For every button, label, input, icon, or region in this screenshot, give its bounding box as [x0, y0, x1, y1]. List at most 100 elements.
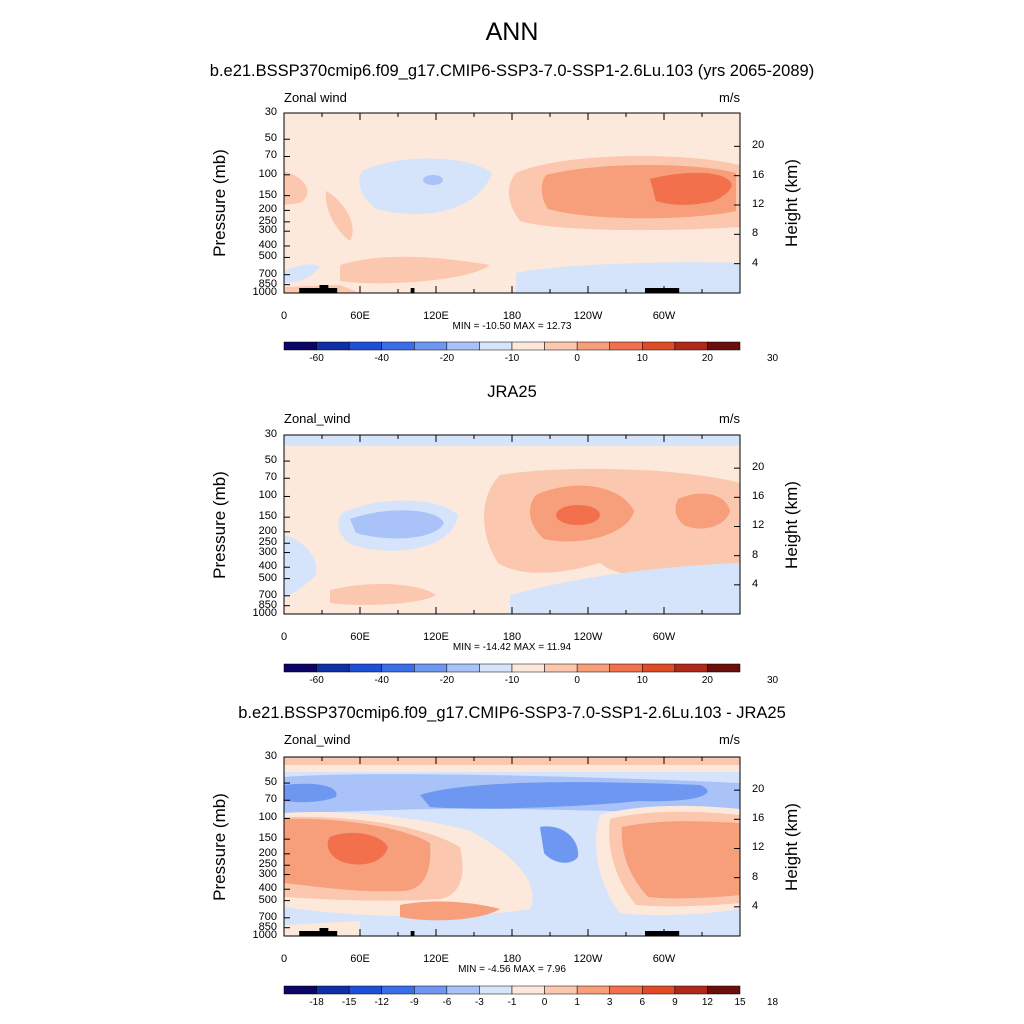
y-tick-label: 200	[258, 524, 277, 537]
colorbar-label: 30	[767, 353, 779, 364]
y-tick-label: 850	[258, 920, 277, 933]
y-tick-label: 150	[258, 510, 277, 523]
colorbar-label: -15	[341, 997, 357, 1008]
y-tick-label: 1000	[252, 929, 277, 941]
colorbar-label: 9	[672, 997, 678, 1008]
colorbar-label: 12	[701, 997, 713, 1008]
colorbar-label: -20	[439, 353, 455, 364]
contour-field	[284, 435, 740, 614]
colorbar-swatch	[576, 341, 610, 351]
colorbar-swatch	[283, 985, 317, 995]
right-tick-label: 8	[752, 548, 759, 561]
y-tick-label: 50	[264, 132, 277, 145]
y-tick-label: 100	[258, 167, 277, 180]
colorbar-swatch	[544, 663, 578, 673]
negative-core	[284, 783, 337, 803]
x-tick-label: 60E	[350, 310, 370, 322]
negative-region	[284, 535, 317, 597]
colorbar-swatch	[348, 663, 382, 673]
positive-core	[556, 505, 600, 525]
colorbar-label: -12	[374, 997, 389, 1008]
colorbar-swatch	[707, 985, 741, 995]
y-tick-label: 500	[258, 571, 277, 584]
colorbar-label: -18	[309, 997, 324, 1008]
colorbar-label: -9	[409, 997, 419, 1008]
orography	[410, 931, 415, 936]
colorbar-swatch	[707, 341, 741, 351]
y-tick-label: 50	[264, 776, 277, 789]
colorbar-swatch	[544, 341, 578, 351]
right-tick-label: 16	[752, 168, 765, 181]
panel-title: JRA25	[487, 383, 537, 401]
y-tick-label: 300	[258, 224, 277, 237]
y-tick-label: 150	[258, 832, 277, 845]
orography	[328, 288, 338, 293]
x-tick-label: 60E	[350, 953, 370, 965]
y-tick-label: 200	[258, 846, 277, 859]
negative-region	[359, 158, 492, 215]
x-tick-label: 120W	[573, 310, 603, 322]
right-axis-title: Height (km)	[782, 159, 801, 247]
colorbar-swatch	[511, 341, 545, 351]
colorbar-label: -60	[309, 353, 324, 364]
right-tick-label: 16	[752, 490, 765, 503]
plot-panel-3	[283, 756, 741, 937]
colorbar-label: -40	[374, 353, 389, 364]
y-tick-label: 150	[258, 188, 277, 201]
colorbar-swatch	[479, 663, 513, 673]
positive-core	[327, 832, 388, 865]
colorbar-swatch	[576, 663, 610, 673]
colorbar-swatch	[707, 663, 741, 673]
colorbar-label: 6	[639, 997, 646, 1008]
y-tick-label: 500	[258, 893, 277, 906]
positive-region	[675, 493, 730, 529]
x-tick-label: 60W	[652, 953, 676, 965]
colorbar-swatch	[446, 341, 480, 351]
colorbar-swatch	[283, 663, 317, 673]
x-tick-label: 180	[502, 953, 522, 965]
colorbar-swatch	[414, 663, 448, 673]
y-tick-label: 200	[258, 203, 277, 216]
right-tick-label: 4	[752, 256, 759, 269]
colorbar-swatch	[446, 663, 480, 673]
colorbar-swatch	[609, 985, 643, 995]
colorbar-label: -10	[504, 353, 520, 364]
y-tick-label: 100	[258, 489, 277, 502]
variable-label: Zonal wind	[284, 90, 347, 105]
orography	[328, 931, 338, 936]
colorbar-label: 20	[701, 675, 713, 686]
orography	[645, 931, 680, 936]
colorbar-swatch	[609, 663, 643, 673]
right-tick-label: 16	[752, 812, 765, 825]
y-tick-label: 400	[258, 882, 277, 895]
colorbar-swatch	[446, 985, 480, 995]
y-tick-label: 700	[258, 588, 277, 601]
colorbar-label: 3	[606, 997, 613, 1008]
colorbar-swatch	[642, 985, 676, 995]
colorbar-swatch	[316, 985, 350, 995]
colorbar-label: 30	[767, 675, 779, 686]
units-label: m/s	[719, 90, 740, 105]
right-tick-label: 20	[752, 139, 765, 152]
y-tick-label: 500	[258, 250, 277, 263]
min-max-label: MIN = -4.56 MAX = 7.96	[458, 964, 566, 975]
positive-region	[621, 821, 740, 899]
positive-region	[284, 171, 308, 205]
x-tick-label: 0	[280, 953, 288, 965]
colorbar-3	[283, 985, 741, 995]
x-tick-label: 120E	[423, 953, 449, 965]
y-axis-title: Pressure (mb)	[210, 149, 229, 257]
right-tick-label: 20	[752, 783, 765, 796]
right-axis-title: Height (km)	[782, 802, 801, 891]
figure-title: ANN	[485, 18, 539, 46]
colorbar-swatch	[283, 341, 317, 351]
x-tick-label: 120E	[423, 631, 449, 643]
colorbar-swatch	[414, 985, 448, 995]
right-tick-label: 4	[752, 899, 759, 912]
y-tick-label: 250	[258, 214, 277, 227]
units-label: m/s	[719, 411, 740, 426]
y-axis-title: Pressure (mb)	[210, 792, 229, 901]
negative-region	[284, 264, 320, 283]
orography	[645, 288, 680, 293]
